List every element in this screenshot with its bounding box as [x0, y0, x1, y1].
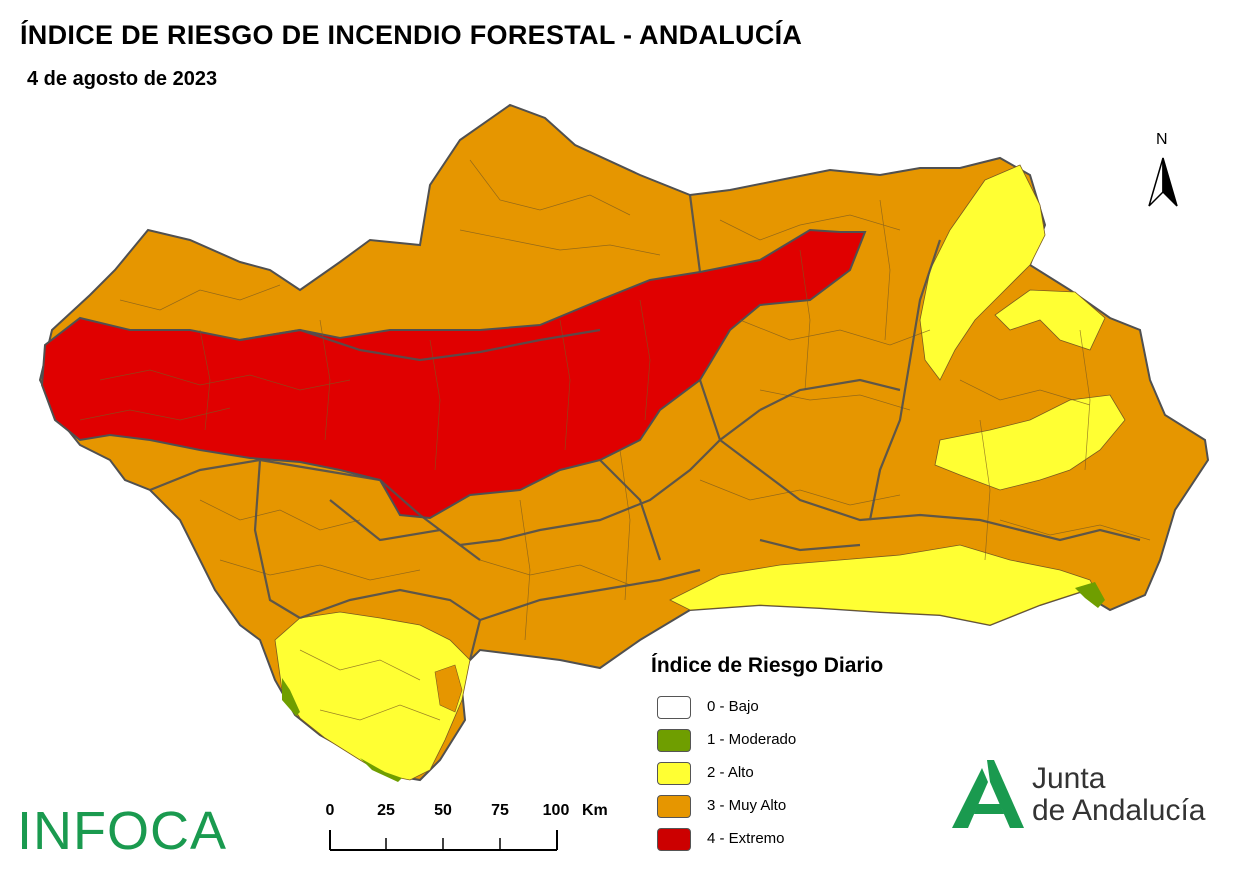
north-arrow-label: N — [1156, 131, 1168, 148]
scale-bar: 0 25 50 75 100 Km — [320, 800, 620, 860]
scale-tick-label: 50 — [434, 802, 452, 819]
scale-tick-label: 25 — [377, 802, 395, 819]
legend-swatch-bajo — [657, 696, 691, 719]
scale-bar-line — [329, 830, 558, 851]
legend-swatch-muy-alto — [657, 795, 691, 818]
region-alto-east-center — [934, 394, 1126, 491]
region-moderado-almeria-coast — [1075, 582, 1105, 608]
region-alto-east-mid — [994, 289, 1106, 351]
junta-logo-line1: Junta — [1032, 762, 1106, 795]
province-borders — [149, 194, 1141, 661]
legend: Índice de Riesgo Diario 0 - Bajo 1 - Mod… — [651, 654, 951, 854]
legend-label-bajo: 0 - Bajo — [707, 698, 759, 715]
legend-swatch-extremo — [657, 828, 691, 851]
region-extremo — [40, 228, 867, 520]
municipal-boundaries — [79, 159, 1151, 721]
legend-swatch-alto — [657, 762, 691, 785]
junta-andalucia-logo-icon — [952, 760, 1024, 828]
region-moderado-cadiz-coast — [282, 678, 300, 716]
region-moderado-tarifa-coast — [360, 758, 402, 782]
legend-label-alto: 2 - Alto — [707, 764, 754, 781]
region-muy-alto-cadiz-east — [434, 664, 463, 713]
scale-tick-label: 100 — [542, 802, 570, 819]
legend-label-extremo: 4 - Extremo — [707, 830, 785, 847]
legend-swatch-moderado — [657, 729, 691, 752]
scale-tick-label: 0 — [325, 802, 335, 819]
region-alto-cadiz — [274, 611, 471, 781]
legend-title: Índice de Riesgo Diario — [651, 654, 884, 677]
legend-label-muy-alto: 3 - Muy Alto — [707, 797, 787, 814]
north-arrow-icon — [1148, 157, 1178, 207]
scale-unit: Km — [582, 802, 608, 819]
map-date: 4 de agosto de 2023 — [27, 68, 218, 90]
junta-logo-line2: de Andalucía — [1032, 794, 1206, 827]
legend-label-moderado: 1 - Moderado — [707, 731, 797, 748]
infoca-logo: INFOCA — [17, 801, 228, 861]
scale-tick-label: 75 — [491, 802, 509, 819]
map-title: ÍNDICE DE RIESGO DE INCENDIO FORESTAL - … — [20, 20, 803, 50]
junta-andalucia-logo-text: Junta de Andalucía — [1032, 763, 1205, 827]
